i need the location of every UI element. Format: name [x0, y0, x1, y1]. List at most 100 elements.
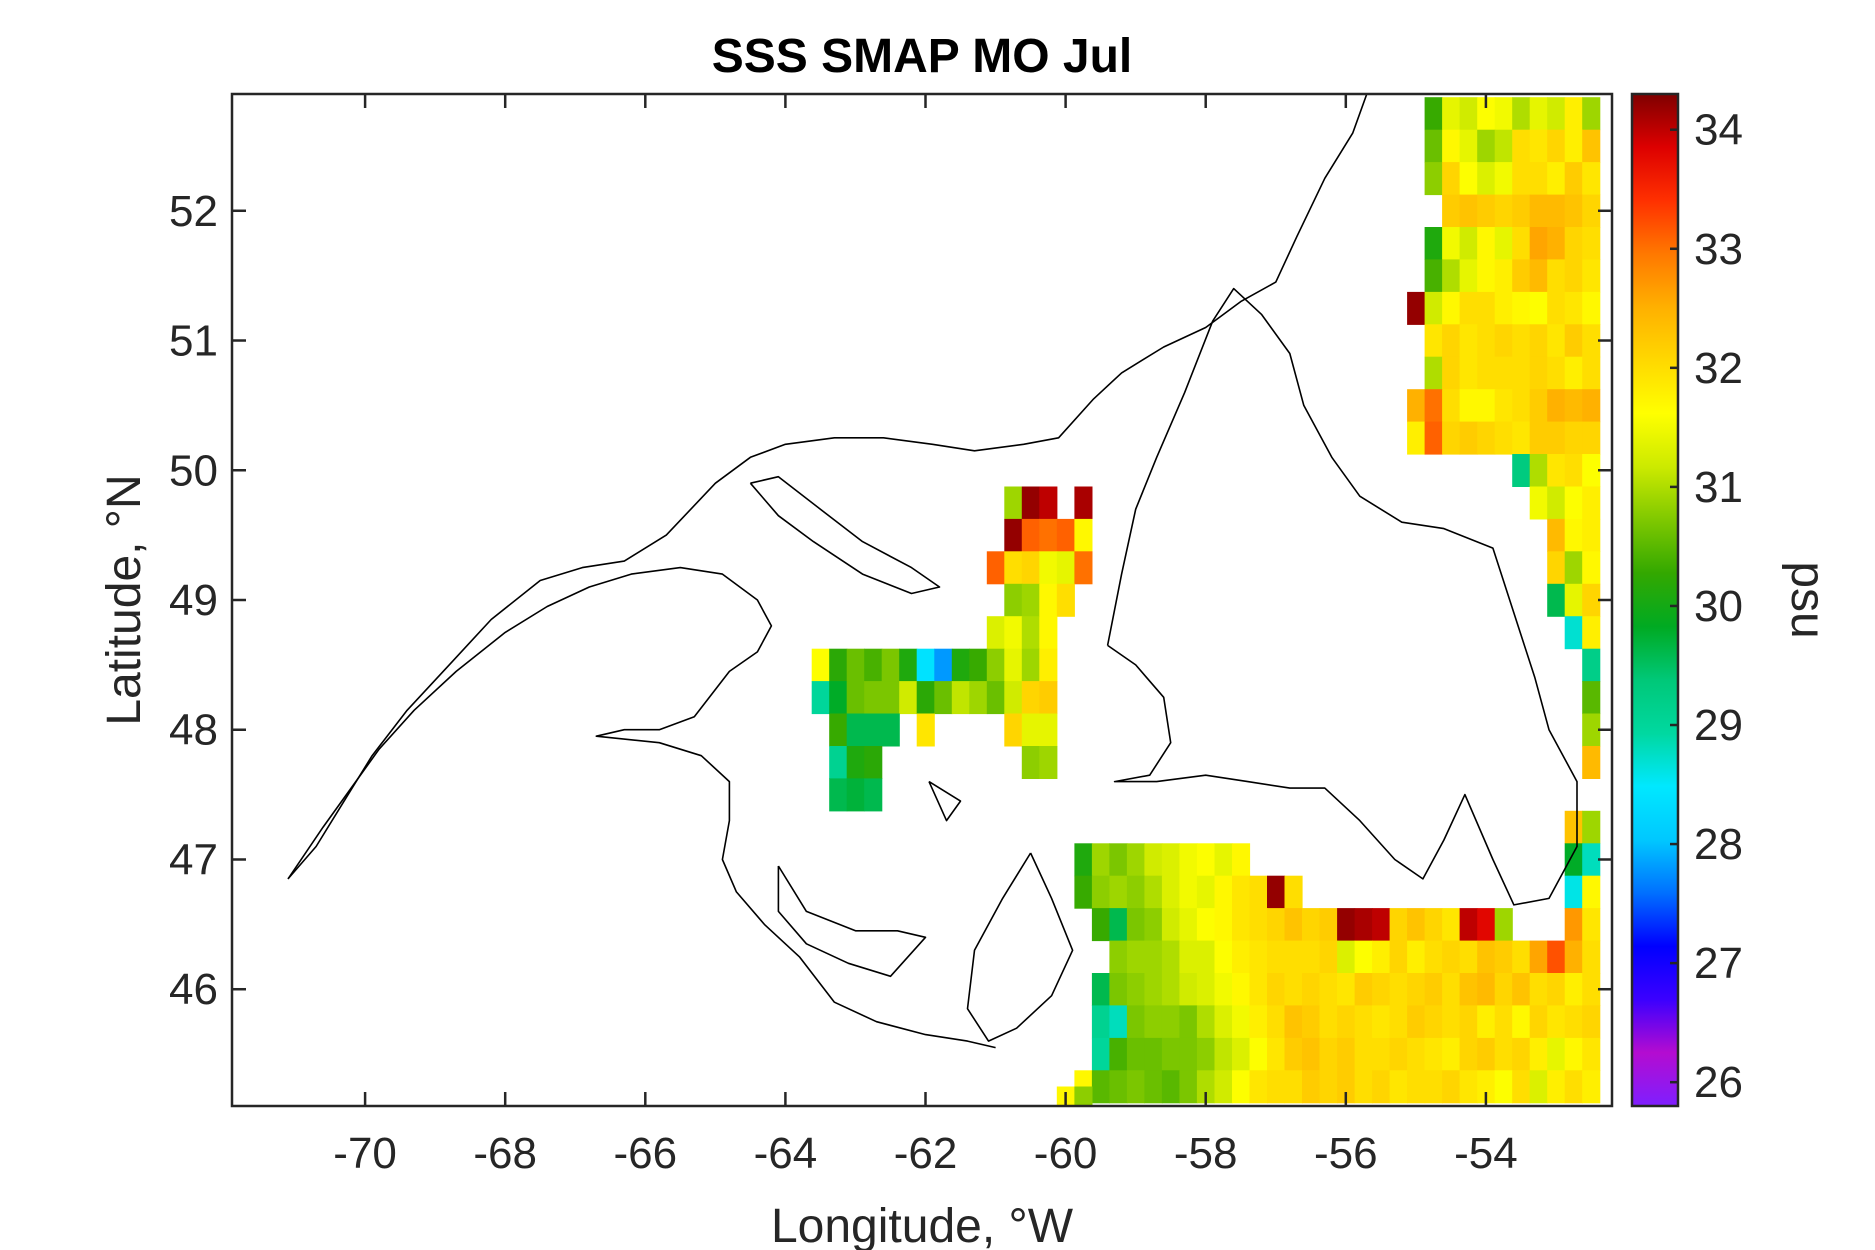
salinity-cell: [1582, 486, 1601, 520]
salinity-cell: [1372, 1070, 1391, 1104]
salinity-cell: [1109, 1070, 1128, 1104]
salinity-cell: [1109, 1037, 1128, 1071]
salinity-cell: [1144, 1037, 1163, 1071]
salinity-cell: [1494, 1005, 1513, 1039]
salinity-cell: [846, 648, 865, 682]
salinity-cell: [1319, 1037, 1338, 1071]
salinity-cell: [1459, 162, 1478, 196]
salinity-cell: [1302, 1005, 1321, 1039]
salinity-cell: [1582, 454, 1601, 487]
salinity-cell: [881, 648, 900, 682]
salinity-cell: [1161, 940, 1180, 974]
salinity-cell: [1214, 1005, 1233, 1039]
salinity-cell: [1407, 1005, 1426, 1039]
salinity-cell: [1582, 843, 1601, 877]
salinity-cell: [1512, 324, 1531, 358]
salinity-cell: [1196, 843, 1215, 877]
x-tick-label: -64: [754, 1129, 818, 1178]
salinity-cell: [1389, 1005, 1408, 1039]
salinity-cell: [1232, 908, 1251, 942]
salinity-cell: [1039, 486, 1058, 520]
salinity-cell: [1424, 940, 1443, 974]
salinity-cell: [1389, 1070, 1408, 1104]
salinity-cell: [1512, 291, 1531, 325]
salinity-cell: [1179, 940, 1198, 974]
salinity-cell: [881, 713, 900, 747]
salinity-cell: [1232, 940, 1251, 974]
salinity-cell: [1442, 389, 1461, 423]
salinity-cell: [1337, 908, 1356, 942]
salinity-cell: [1529, 454, 1548, 487]
salinity-cell: [1407, 1070, 1426, 1104]
salinity-cell: [1564, 1037, 1583, 1071]
salinity-cell: [1582, 291, 1601, 325]
salinity-cell: [1249, 908, 1268, 942]
salinity-cell: [1126, 940, 1145, 974]
salinity-cell: [1582, 518, 1601, 552]
x-tick-label: -54: [1454, 1129, 1518, 1178]
y-tick-label: 50: [169, 446, 218, 495]
salinity-cell: [1564, 616, 1583, 650]
salinity-cell: [1091, 1005, 1110, 1039]
salinity-cell: [1459, 259, 1478, 293]
salinity-cell: [1477, 421, 1496, 455]
salinity-cell: [1389, 940, 1408, 974]
salinity-cell: [1196, 973, 1215, 1006]
salinity-cell: [1529, 194, 1548, 228]
salinity-cell: [1442, 324, 1461, 358]
salinity-cell: [1424, 356, 1443, 390]
salinity-cell: [1196, 1005, 1215, 1039]
colorbar-ticks: 26 27 28 29 30 31 32 33 34: [1670, 106, 1743, 1107]
salinity-cell: [1494, 940, 1513, 974]
salinity-cell: [1582, 908, 1601, 942]
salinity-cell: [1582, 356, 1601, 390]
salinity-cell: [1477, 162, 1496, 196]
salinity-cell: [986, 616, 1005, 650]
salinity-cell: [1109, 1005, 1128, 1039]
salinity-cell: [1547, 356, 1566, 390]
salinity-cell: [1547, 583, 1566, 617]
salinity-cell: [1512, 129, 1531, 163]
salinity-cell: [1144, 875, 1163, 909]
salinity-cell: [1372, 1005, 1391, 1039]
salinity-cell: [1319, 940, 1338, 974]
x-axis-ticks: -70 -68 -66 -64 -62 -60 -58 -56 -54: [333, 94, 1518, 1178]
salinity-cell: [1319, 908, 1338, 942]
salinity-cell: [1319, 1005, 1338, 1039]
salinity-cell: [1529, 389, 1548, 423]
salinity-cell: [1407, 421, 1426, 455]
salinity-cell: [1249, 973, 1268, 1006]
salinity-cells: [811, 97, 1601, 1106]
colorbar-tick-label: 30: [1694, 582, 1743, 631]
colorbar-tick-label: 31: [1694, 463, 1743, 512]
salinity-cell: [829, 681, 848, 715]
salinity-cell: [1564, 518, 1583, 552]
salinity-cell: [1477, 194, 1496, 228]
salinity-cell: [1232, 1005, 1251, 1039]
salinity-cell: [881, 681, 900, 715]
x-tick-label: -66: [614, 1129, 678, 1178]
salinity-cell: [1389, 973, 1408, 1006]
salinity-cell: [1196, 908, 1215, 942]
salinity-cell: [1582, 681, 1601, 715]
salinity-cell: [1126, 973, 1145, 1006]
salinity-cell: [1512, 1070, 1531, 1104]
salinity-cell: [1442, 1070, 1461, 1104]
x-tick-label: -70: [333, 1129, 397, 1178]
salinity-cell: [1564, 875, 1583, 909]
salinity-cell: [864, 681, 883, 715]
salinity-cell: [1564, 162, 1583, 196]
salinity-cell: [1004, 518, 1023, 552]
salinity-cell: [1337, 1070, 1356, 1104]
salinity-cell: [1547, 486, 1566, 520]
salinity-cell: [1547, 129, 1566, 163]
salinity-cell: [1179, 875, 1198, 909]
y-tick-label: 49: [169, 576, 218, 625]
salinity-cell: [1582, 583, 1601, 617]
salinity-cell: [1372, 908, 1391, 942]
colorbar-tick-label: 27: [1694, 939, 1743, 988]
salinity-cell: [1582, 713, 1601, 747]
salinity-cell: [1564, 97, 1583, 131]
salinity-cell: [1407, 389, 1426, 423]
